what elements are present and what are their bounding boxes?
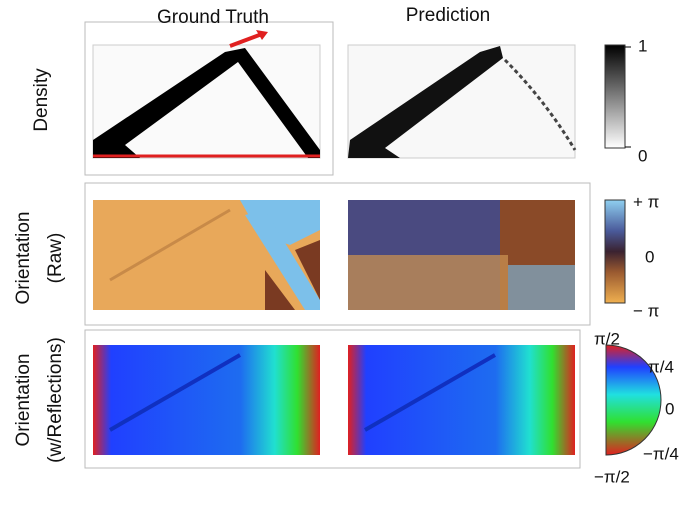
row-label: Orientation	[13, 354, 34, 447]
orientation-reflections-prediction	[348, 345, 575, 455]
colorbar-label: 0	[645, 247, 654, 266]
colorbar-label: 0	[638, 146, 647, 165]
orientation-reflections-ground-truth	[93, 345, 320, 455]
figure: Ground Truth Prediction Density Orientat…	[0, 0, 688, 500]
page: {"columns": ["Ground Truth", "Prediction…	[0, 0, 688, 500]
colorbar	[605, 200, 625, 303]
row-label: Density	[31, 68, 52, 132]
density-ground-truth	[93, 30, 320, 158]
colorbar-label: −π/4	[643, 444, 679, 463]
orientation-raw-prediction	[348, 200, 575, 310]
colorbar-label: −π/2	[594, 467, 630, 486]
colorbar-label: 1	[638, 36, 647, 55]
colorbar-label: π/2	[594, 329, 620, 348]
orientation-raw-ground-truth	[93, 200, 320, 310]
colorbar-label: π/4	[648, 357, 674, 376]
row-label: (Raw)	[45, 233, 66, 284]
column-header: Prediction	[406, 5, 491, 26]
colorbar	[605, 45, 625, 148]
density-prediction	[348, 45, 575, 158]
column-header: Ground Truth	[157, 7, 269, 28]
colorbar-label: − π	[633, 301, 659, 320]
colorbar-label: 0	[665, 399, 674, 418]
row-label: Orientation	[13, 212, 34, 305]
row-label: (w/Reflections)	[45, 337, 66, 463]
colorbar-label: + π	[633, 192, 659, 211]
